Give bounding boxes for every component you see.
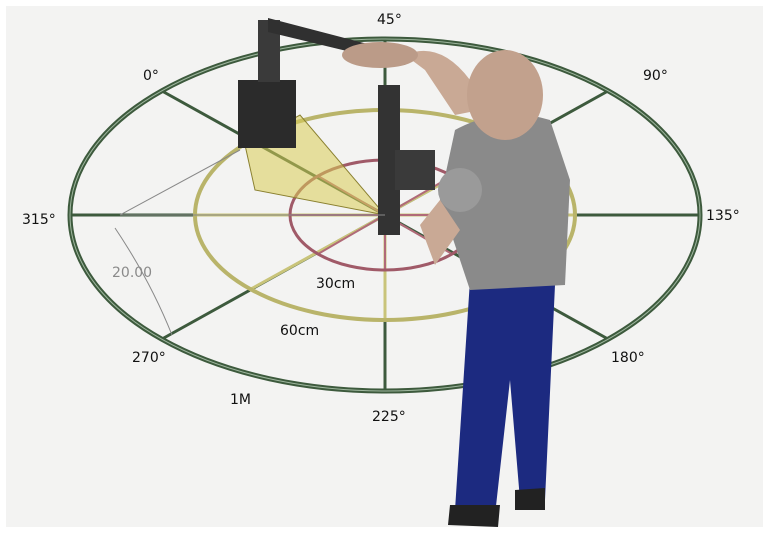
handle	[395, 150, 435, 190]
angle-label: 90°	[643, 68, 668, 84]
distance-label: 30cm	[316, 276, 355, 292]
head	[467, 50, 543, 140]
distance-label: 60cm	[280, 323, 319, 339]
angle-label: 135°	[706, 208, 740, 224]
distance-label: 1M	[230, 392, 251, 408]
angle-label: 270°	[132, 350, 166, 366]
shoulder	[438, 168, 482, 212]
camera-box	[238, 80, 296, 148]
dimension-label: 20.00	[112, 265, 152, 281]
angle-label: 225°	[372, 409, 406, 425]
page: 45° 0° 90° 315° 135° 270° 180° 225° 30cm…	[0, 0, 769, 533]
angle-label: 180°	[611, 350, 645, 366]
angle-label: 0°	[143, 68, 159, 84]
diagram: 45° 0° 90° 315° 135° 270° 180° 225° 30cm…	[0, 0, 769, 533]
angle-label: 315°	[22, 212, 56, 228]
hand	[342, 42, 418, 68]
angle-label: 45°	[377, 12, 402, 28]
